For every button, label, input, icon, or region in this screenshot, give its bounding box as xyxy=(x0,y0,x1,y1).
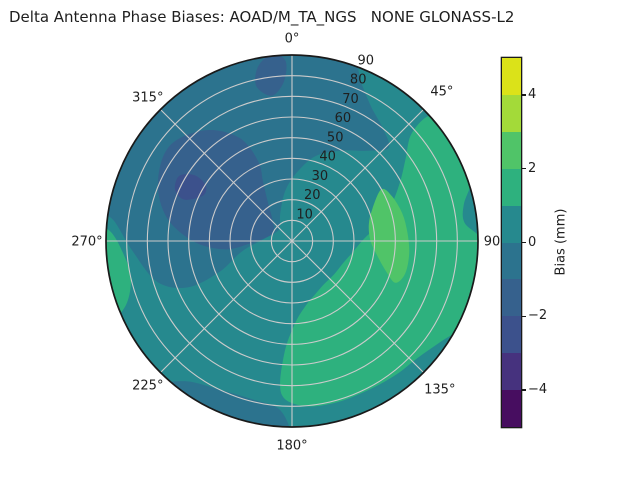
angular-tick-label-225: 225° xyxy=(132,379,163,394)
colorbar-segment-2 xyxy=(502,131,521,169)
colorbar-segment-0 xyxy=(502,58,521,95)
colorbar-tick-label--2: −2 xyxy=(528,308,548,324)
contour-region-west-rim-positive-sliver xyxy=(106,225,131,319)
colorbar-segment-4 xyxy=(502,205,521,243)
colorbar-tick-0 xyxy=(522,241,526,244)
radial-tick-label-70: 70 xyxy=(342,92,359,107)
angular-tick-label-270: 270° xyxy=(71,235,102,250)
radial-tick-label-40: 40 xyxy=(319,150,336,165)
colorbar-segment-1 xyxy=(502,94,521,132)
radial-tick-label-20: 20 xyxy=(304,188,321,203)
radial-tick-label-10: 10 xyxy=(296,207,313,222)
chart-title: Delta Antenna Phase Biases: AOAD/M_TA_NG… xyxy=(9,8,515,26)
contour-region-north-rim-dark-patch xyxy=(255,55,287,96)
contour-region-east-maximum-patch xyxy=(368,188,410,283)
colorbar-segment-5 xyxy=(502,242,521,280)
colorbar-tick-4 xyxy=(522,94,526,96)
grid-spoke-315 xyxy=(160,109,293,242)
grid-spoke-225 xyxy=(160,240,293,373)
colorbar-segment-3 xyxy=(502,168,521,206)
colorbar-tick--4 xyxy=(522,389,526,391)
angular-tick-label-180: 180° xyxy=(276,439,307,454)
angular-tick-label-45: 45° xyxy=(430,85,453,100)
angular-tick-label-135: 135° xyxy=(424,382,455,397)
polar-outline xyxy=(105,54,479,428)
grid-spoke-45 xyxy=(291,109,424,242)
radial-tick-label-60: 60 xyxy=(335,111,352,126)
colorbar-segment-9 xyxy=(502,390,521,428)
angular-tick-label-0: 0° xyxy=(285,32,300,47)
colorbar-tick-label-0: 0 xyxy=(528,234,537,250)
colorbar-tick-label-4: 4 xyxy=(528,87,537,103)
radial-tick-label-80: 80 xyxy=(350,73,367,88)
grid-spoke-135 xyxy=(291,240,424,373)
colorbar-tick-label--4: −4 xyxy=(528,382,548,398)
colorbar-segment-6 xyxy=(502,279,521,317)
contour-region-northwest-minimum-speck xyxy=(174,174,207,200)
radial-tick-label-50: 50 xyxy=(327,130,344,145)
colorbar-axis-label: Bias (mm) xyxy=(553,208,569,276)
radial-tick-label-30: 30 xyxy=(312,169,329,184)
colorbar-tick-label-2: 2 xyxy=(528,160,537,176)
colorbar xyxy=(502,58,521,428)
contour-region-northwest-core xyxy=(157,130,275,250)
angular-tick-label-90: 90 xyxy=(484,235,501,250)
angular-tick-label-315: 315° xyxy=(132,90,163,105)
colorbar-tick--2 xyxy=(522,315,526,317)
radial-tick-label-90: 90 xyxy=(358,54,375,69)
colorbar-segment-7 xyxy=(502,316,521,354)
colorbar-tick-2 xyxy=(522,168,526,170)
colorbar-segment-8 xyxy=(502,353,521,391)
